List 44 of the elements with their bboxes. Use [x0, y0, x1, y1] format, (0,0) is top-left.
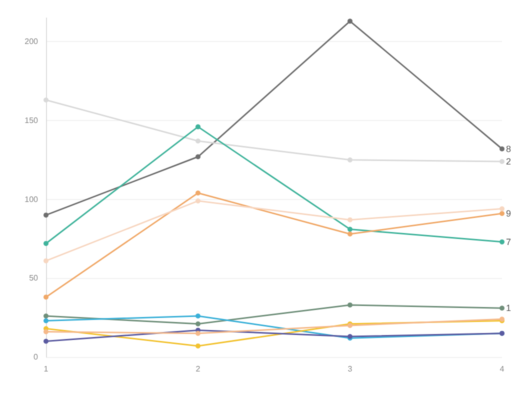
x-tick-label: 4 [500, 364, 505, 374]
y-tick-label: 50 [29, 274, 39, 283]
point [196, 198, 200, 204]
point [500, 211, 504, 216]
series-label: 7 [506, 236, 512, 247]
point [348, 232, 352, 237]
series-label: 1 [506, 303, 512, 314]
point [44, 258, 48, 264]
point [44, 329, 48, 334]
y-tick-label: 100 [24, 194, 39, 204]
point [44, 314, 48, 319]
point [500, 158, 504, 164]
point [500, 206, 504, 212]
point [196, 330, 200, 336]
point [44, 212, 48, 218]
point [44, 240, 48, 246]
y-tick-label: 200 [24, 37, 39, 46]
point [196, 314, 200, 319]
point [44, 338, 48, 344]
point [348, 226, 352, 232]
point [196, 154, 200, 160]
x-tick-label: 1 [44, 364, 49, 374]
point [348, 302, 352, 308]
point [348, 18, 352, 24]
point [44, 97, 48, 102]
point [500, 306, 504, 311]
point [348, 157, 352, 162]
point [44, 294, 48, 300]
point [44, 318, 48, 324]
point [196, 124, 200, 130]
point [348, 217, 352, 222]
point [196, 321, 200, 326]
x-tick-label: 2 [196, 364, 201, 374]
series-label: 9 [506, 208, 512, 219]
point [500, 239, 504, 244]
point [196, 138, 200, 144]
point [196, 343, 200, 348]
y-tick-label: 0 [34, 352, 39, 362]
point [500, 146, 504, 152]
y-tick-label: 150 [24, 116, 39, 125]
x-tick-label: 3 [348, 364, 353, 374]
point [196, 190, 200, 196]
series-label: 8 [506, 144, 512, 154]
series-label: 2 [506, 156, 512, 166]
